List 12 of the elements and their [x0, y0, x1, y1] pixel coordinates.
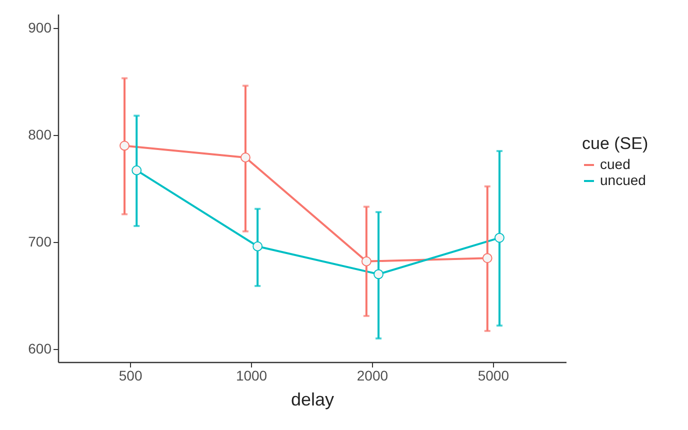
- x-tick-label: 1000: [236, 368, 268, 384]
- y-tick-label: 600: [28, 340, 52, 357]
- x-tick-label: 500: [118, 368, 142, 384]
- legend-label: cued: [600, 156, 630, 172]
- x-tick-label: 2000: [356, 368, 388, 384]
- legend-title: cue (SE): [582, 134, 648, 153]
- y-tick-label: 800: [28, 126, 52, 142]
- legend-label: uncued: [600, 172, 646, 188]
- x-axis-title: delay: [290, 390, 334, 410]
- y-tick-label: 700: [28, 234, 52, 250]
- x-tick-label: 5000: [478, 368, 510, 384]
- y-tick-label: 900: [28, 19, 52, 36]
